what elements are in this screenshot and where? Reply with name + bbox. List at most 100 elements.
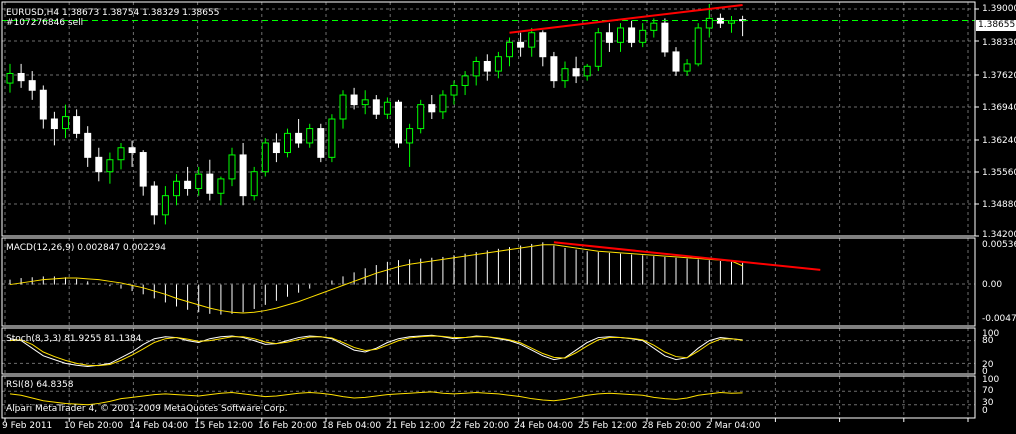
- candle-body: [539, 32, 547, 58]
- candle-body: [361, 99, 369, 106]
- rsi-axis-label: 30: [982, 398, 994, 408]
- time-label: 22 Feb 20:00: [450, 421, 510, 431]
- stoch-axis-label: 20: [982, 360, 994, 370]
- candle-body: [150, 185, 158, 216]
- candle-body: [317, 128, 325, 158]
- candle-body: [239, 154, 247, 197]
- price-label: 1.35560: [982, 168, 1016, 178]
- candle-body: [195, 173, 203, 189]
- candle-body: [106, 159, 114, 173]
- candle-body: [395, 101, 402, 144]
- candle-body: [617, 27, 624, 43]
- rsi-axis-label: 100: [982, 375, 1000, 385]
- candle-body: [6, 72, 14, 84]
- symbol-header: EURUSD,H4 1.38673 1.38754 1.38329 1.3865…: [6, 8, 220, 18]
- time-label: 15 Feb 12:00: [194, 421, 254, 431]
- time-label: 24 Feb 04:00: [514, 421, 574, 431]
- stoch-axis-label: 80: [982, 336, 994, 346]
- price-label: 1.37620: [982, 71, 1016, 81]
- macd-axis-label: 0.00536: [982, 240, 1016, 250]
- candle-body: [306, 128, 314, 144]
- time-label: 10 Feb 20:00: [64, 421, 124, 431]
- candle-body: [605, 32, 613, 43]
- macd-pane-frame: [1, 237, 976, 327]
- candle-body: [128, 147, 136, 154]
- candle-body: [483, 61, 491, 72]
- candle-body: [683, 63, 691, 72]
- order-label[interactable]: #107276846 sell: [6, 18, 84, 28]
- main-pane-frame: [1, 1, 976, 237]
- candle-body: [572, 68, 580, 77]
- candle-body: [661, 22, 669, 53]
- candle-body: [594, 32, 602, 67]
- price-label: 1.39000: [982, 4, 1016, 14]
- candle-body: [28, 80, 36, 91]
- candle-body: [650, 22, 658, 31]
- candle-body: [228, 154, 236, 180]
- candle-body: [95, 156, 103, 173]
- grid: [2, 2, 975, 418]
- rsi-axis-label: 70: [982, 386, 994, 396]
- candle-body: [17, 72, 25, 82]
- copyright-text: Alpari MetaTrader 4, © 2001-2009 MetaQuo…: [6, 404, 288, 414]
- candle-body: [217, 178, 225, 194]
- candlesticks: [6, 4, 747, 225]
- candle-body: [506, 41, 513, 58]
- candle-body: [517, 41, 525, 48]
- macd-label: MACD(12,26,9) 0.002847 0.002294: [6, 243, 166, 253]
- candle-body: [406, 128, 414, 144]
- price-label: 1.34880: [982, 200, 1016, 210]
- indicator-lines: [2, 3, 975, 406]
- candle-body: [39, 89, 47, 120]
- macd-signal-line: [9, 244, 743, 314]
- candle-body: [461, 75, 469, 86]
- time-label: 2 Mar 04:00: [706, 421, 761, 431]
- macd-trendline: [553, 241, 821, 271]
- candle-body: [295, 132, 303, 144]
- macd-axis-label: 0.00: [982, 280, 1003, 290]
- candle-body: [272, 142, 280, 154]
- candle-body: [417, 104, 425, 130]
- candle-body: [428, 104, 436, 113]
- candle-body: [705, 17, 713, 29]
- candle-body: [350, 94, 358, 106]
- candle-body: [583, 65, 591, 77]
- candle-body: [561, 68, 569, 82]
- macd-axis-label: -0.00473: [982, 314, 1016, 324]
- rsi-axis-label: 0: [982, 406, 988, 416]
- rsi-line: [9, 391, 743, 406]
- stoch-axis-label: 0: [982, 367, 988, 377]
- candle-body: [73, 116, 81, 134]
- candle-body: [372, 99, 380, 115]
- candle-body: [328, 118, 336, 158]
- candle-body: [284, 132, 291, 154]
- candle-body: [117, 147, 125, 161]
- candle-body: [261, 142, 269, 173]
- candle-body: [694, 27, 702, 65]
- candle-body: [161, 195, 169, 216]
- candle-body: [139, 152, 147, 187]
- candle-body: [84, 132, 92, 158]
- candle-body: [639, 29, 647, 43]
- time-label: 18 Feb 04:00: [322, 421, 382, 431]
- candle-body: [383, 101, 391, 115]
- time-label: 28 Feb 20:00: [642, 421, 702, 431]
- candle-body: [728, 20, 735, 24]
- stoch-label: Stoch(8,3,3) 81.9255 81.1384: [6, 334, 142, 344]
- time-label: 25 Feb 12:00: [578, 421, 638, 431]
- time-label: 14 Feb 04:00: [129, 421, 189, 431]
- candle-body: [439, 94, 447, 113]
- resistance-trendline: [509, 3, 743, 34]
- stoch-pane-frame: [1, 327, 976, 375]
- rsi-label: RSI(8) 64.8358: [6, 380, 74, 390]
- stoch-axis-label: 100: [982, 329, 1000, 339]
- time-label: 9 Feb 2011: [2, 421, 53, 431]
- candle-body: [550, 56, 558, 82]
- candle-body: [173, 180, 180, 197]
- macd-histogram: [9, 242, 744, 315]
- price-label: 1.36240: [982, 136, 1016, 146]
- price-label: 1.36940: [982, 103, 1016, 113]
- stoch-signal-line: [9, 335, 743, 367]
- price-label: 1.38330: [982, 38, 1016, 48]
